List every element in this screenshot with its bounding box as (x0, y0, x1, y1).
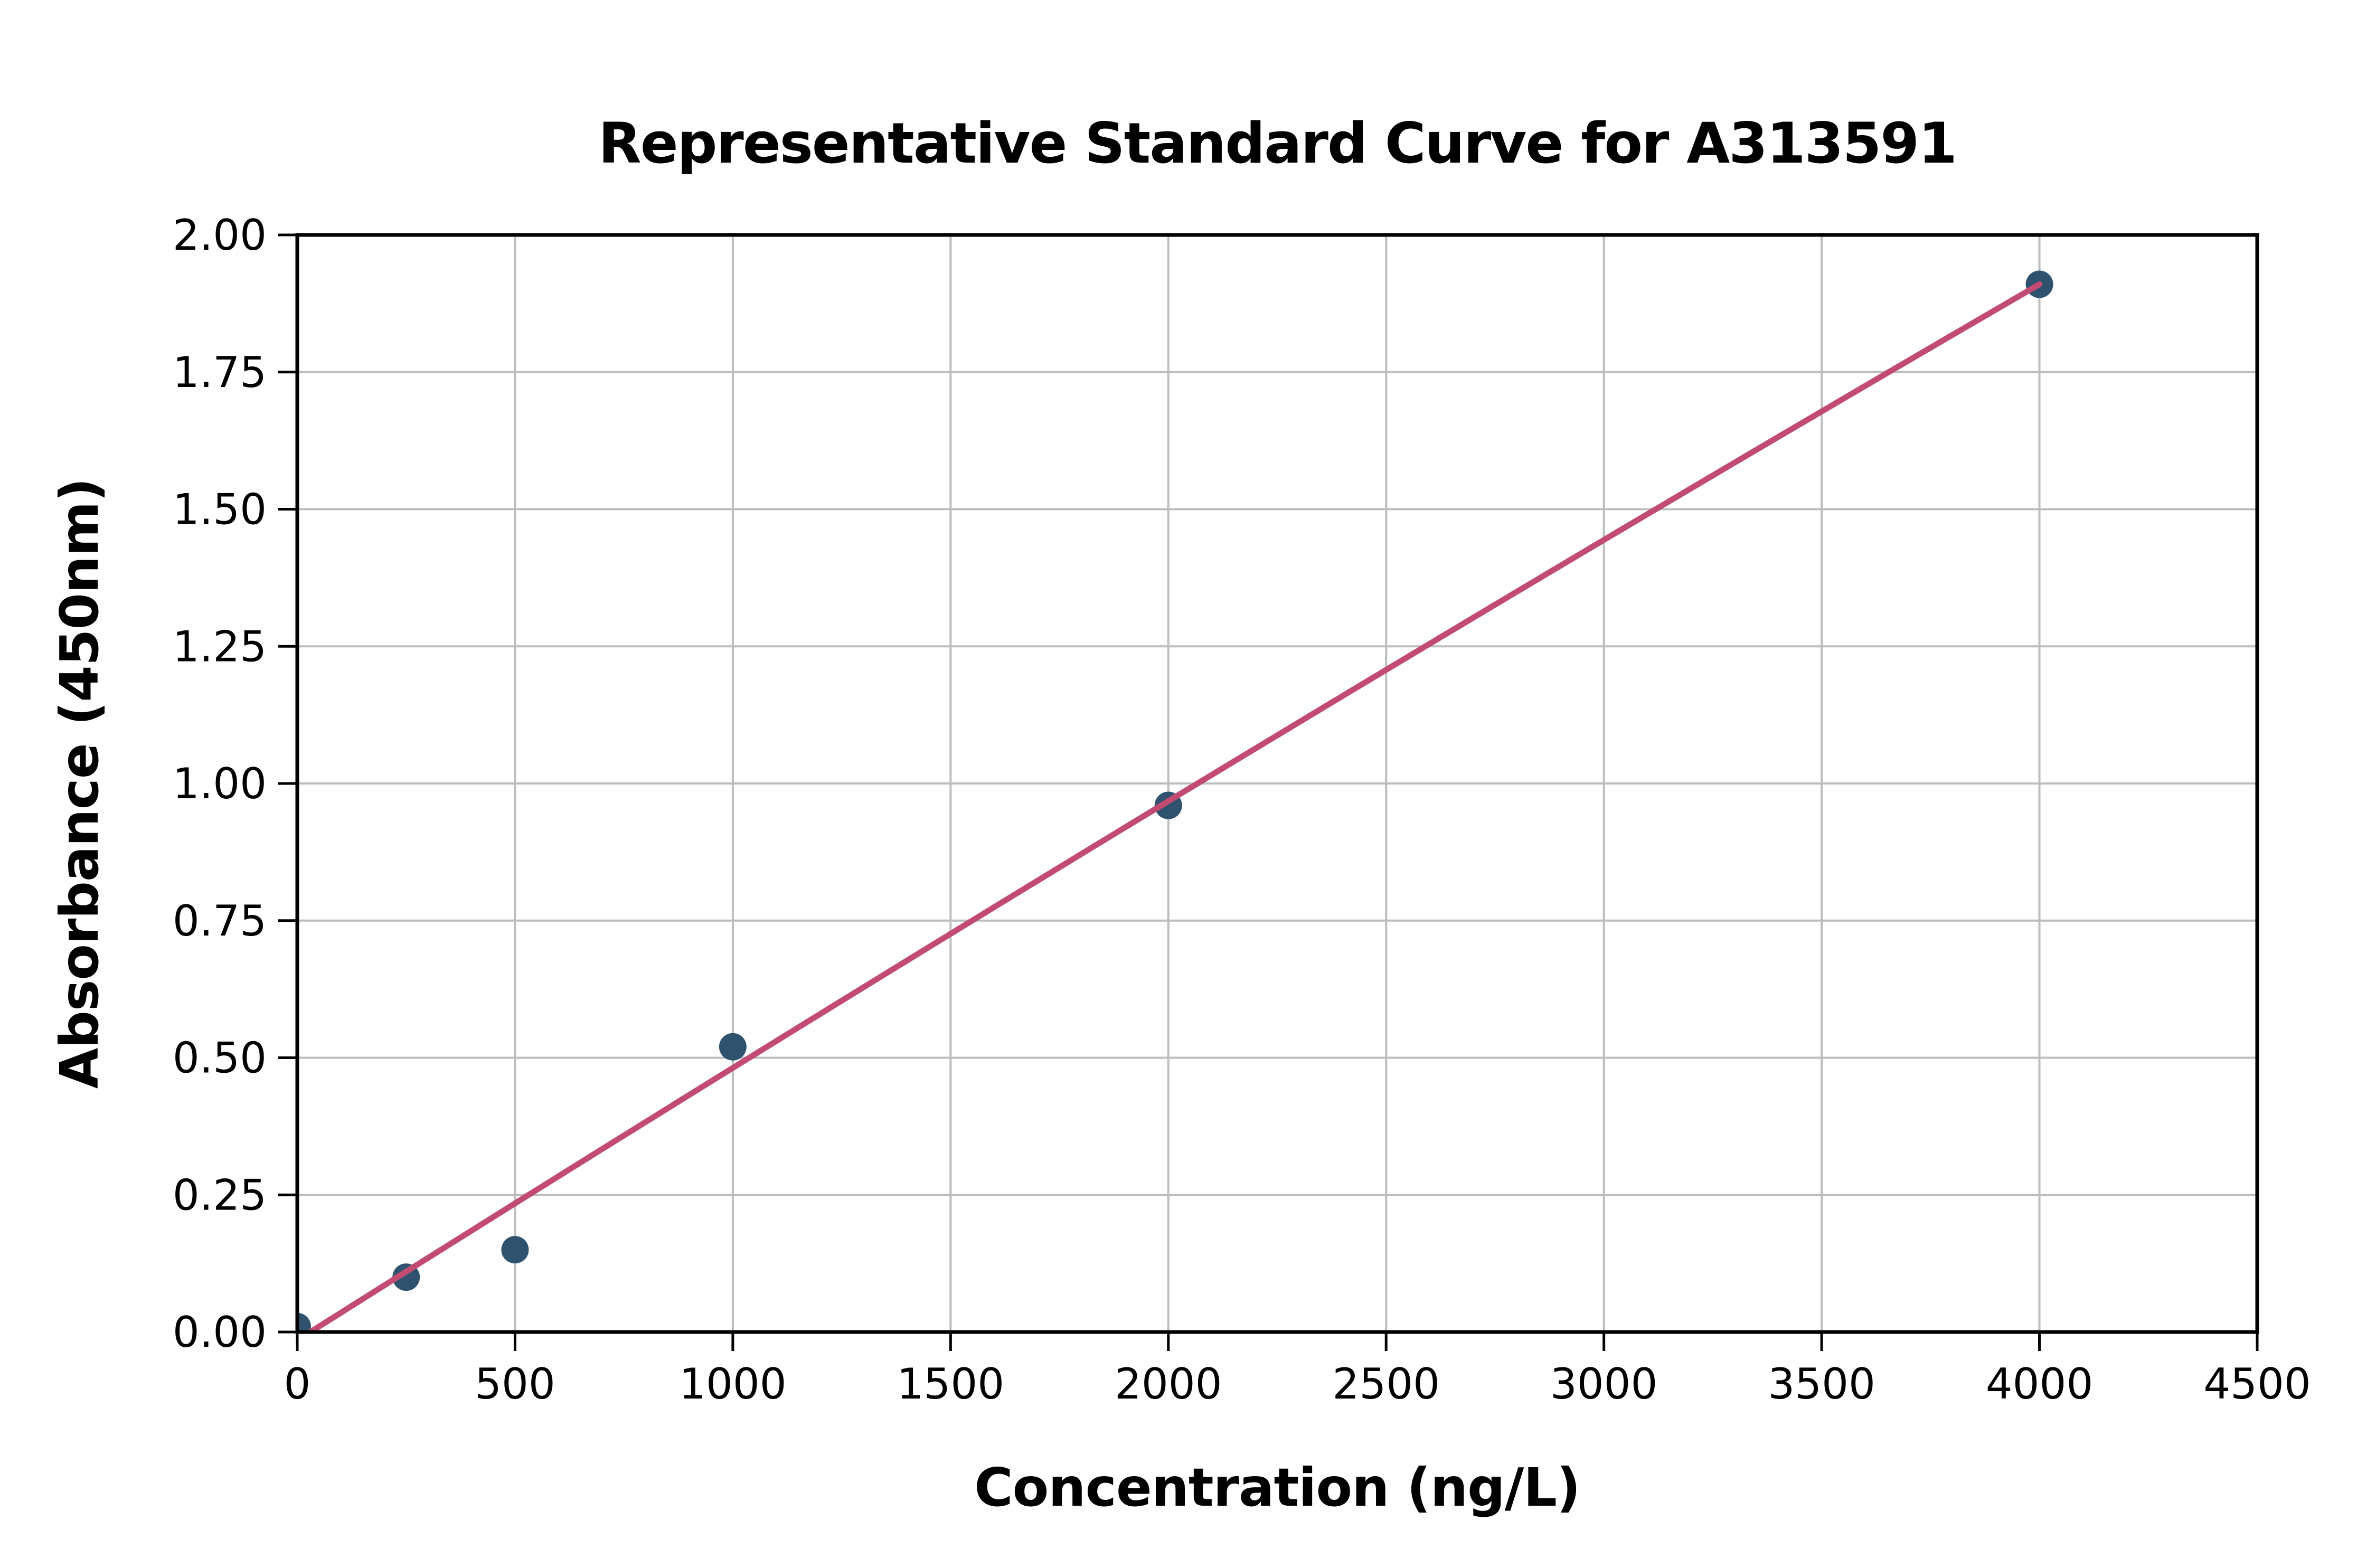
y-tick-label: 0.75 (173, 896, 267, 946)
axis-tick-labels: 0 500 1000 1500 2000 2500 3000 3500 4000 4500 0.00… (173, 211, 2311, 1409)
plot-area (297, 270, 2053, 1332)
y-tick-label: 0.50 (173, 1034, 267, 1083)
fit-curve-group (307, 281, 2043, 1332)
y-axis-label: Absorbance (450nm) (49, 478, 110, 1089)
x-tick-label: 2500 (1332, 1359, 1440, 1409)
y-tick-label: 0.25 (173, 1170, 267, 1220)
x-tick-label: 500 (475, 1359, 555, 1409)
x-tick-label: 1000 (679, 1359, 787, 1409)
x-axis-label: Concentration (ng/L) (974, 1457, 1580, 1518)
y-tick-label: 1.50 (173, 485, 267, 534)
y-tick-label: 0.00 (173, 1308, 267, 1357)
y-tick-label: 1.75 (173, 348, 267, 397)
data-point-marker (501, 1236, 529, 1264)
x-tick-label: 1500 (897, 1359, 1005, 1409)
x-tick-label: 0 (284, 1359, 311, 1409)
grid-lines (297, 235, 2257, 1332)
x-tick-label: 2000 (1115, 1359, 1222, 1409)
y-tick-label: 2.00 (173, 211, 267, 260)
fit-curve-line (307, 281, 2043, 1332)
y-tick-label: 1.00 (173, 759, 267, 808)
axis-ticks (278, 233, 2259, 1351)
y-tick-label: 1.25 (173, 622, 267, 671)
x-tick-label: 4500 (2203, 1359, 2311, 1409)
data-point-marker (297, 1312, 311, 1332)
chart-title: Representative Standard Curve for A31359… (598, 111, 1956, 176)
data-point-marker (719, 1033, 747, 1061)
plot-border-spines (295, 233, 2259, 1334)
x-tick-label: 3000 (1550, 1359, 1658, 1409)
x-tick-label: 4000 (1986, 1359, 2094, 1409)
x-tick-label: 3500 (1768, 1359, 1875, 1409)
